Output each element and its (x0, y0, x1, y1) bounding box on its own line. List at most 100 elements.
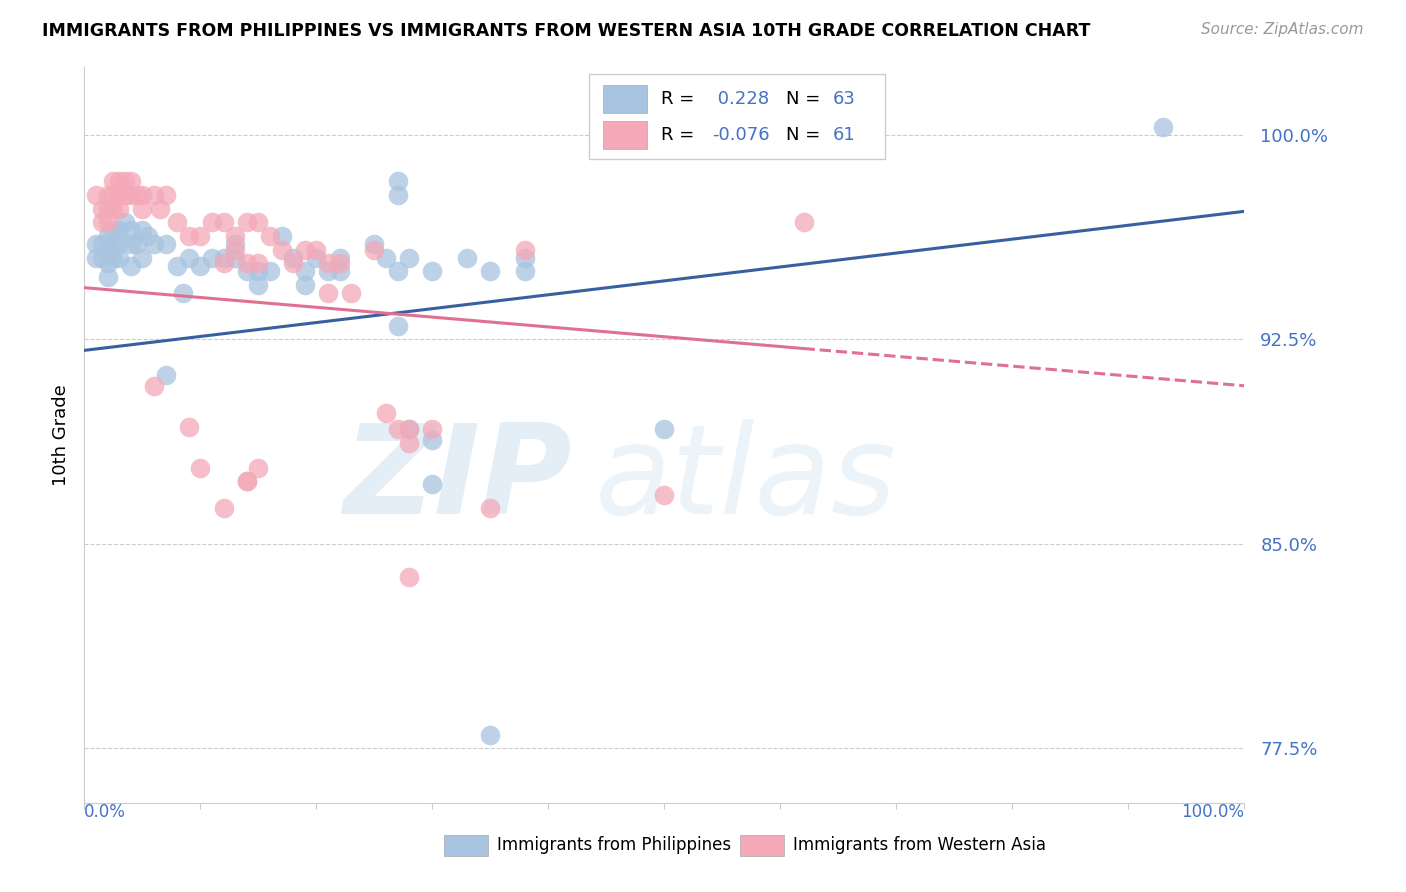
Point (212, 501, 235, 516)
Point (108, 174, 131, 188)
Point (120, 237, 142, 252)
Point (259, 264, 281, 278)
Text: -0.076: -0.076 (711, 126, 769, 144)
Point (120, 188, 142, 202)
Point (177, 419, 200, 434)
Text: atlas: atlas (595, 418, 897, 540)
Point (329, 256, 352, 270)
Point (131, 223, 153, 237)
Point (166, 215, 188, 229)
Text: 0.0%: 0.0% (84, 803, 127, 821)
Point (149, 202, 172, 216)
Point (1152, 120, 1174, 134)
Point (652, 488, 676, 502)
Point (96, 202, 118, 216)
Text: N =: N = (786, 126, 827, 144)
Point (398, 569, 420, 583)
Point (422, 476, 444, 491)
Point (270, 228, 292, 243)
Point (363, 243, 385, 257)
Point (479, 264, 502, 278)
Point (281, 256, 305, 270)
Point (224, 243, 246, 257)
Point (96, 256, 118, 270)
Point (188, 228, 212, 243)
Point (236, 264, 259, 278)
Point (316, 256, 339, 270)
Point (103, 174, 125, 188)
Point (212, 215, 235, 229)
Point (90, 202, 112, 216)
Point (90, 251, 112, 265)
Text: 63: 63 (832, 90, 855, 108)
Point (387, 188, 409, 202)
Point (108, 251, 131, 265)
Point (375, 406, 398, 420)
Point (340, 286, 363, 301)
Point (188, 460, 212, 475)
Point (398, 436, 420, 450)
Point (131, 188, 153, 202)
Point (125, 237, 148, 252)
Point (305, 251, 328, 265)
Point (224, 237, 246, 252)
Point (84, 237, 107, 252)
Point (131, 251, 153, 265)
Point (316, 286, 339, 301)
Point (103, 251, 125, 265)
Point (120, 259, 142, 273)
Point (84, 251, 107, 265)
Point (236, 474, 259, 488)
Point (305, 243, 328, 257)
Bar (740, 835, 783, 855)
Point (316, 264, 339, 278)
Point (114, 215, 136, 229)
Point (329, 264, 352, 278)
Text: R =: R = (661, 90, 700, 108)
Point (120, 174, 142, 188)
Point (387, 422, 409, 436)
Text: Immigrants from Western Asia: Immigrants from Western Asia (793, 837, 1046, 855)
Point (422, 422, 444, 436)
Point (90, 237, 112, 252)
Point (329, 251, 352, 265)
Text: 61: 61 (832, 126, 855, 144)
Y-axis label: 10th Grade: 10th Grade (52, 384, 70, 486)
Text: N =: N = (786, 90, 827, 108)
Point (247, 277, 270, 292)
Point (387, 174, 409, 188)
Text: 100.0%: 100.0% (1181, 803, 1244, 821)
Point (294, 277, 316, 292)
Point (247, 460, 270, 475)
Point (188, 259, 212, 273)
Point (166, 259, 188, 273)
Point (294, 243, 316, 257)
Point (387, 318, 409, 333)
Point (155, 237, 177, 252)
Point (131, 202, 153, 216)
Point (108, 223, 131, 237)
Point (84, 188, 107, 202)
Point (108, 237, 131, 252)
Text: ZIP: ZIP (343, 418, 571, 540)
Point (96, 269, 118, 284)
Point (143, 188, 166, 202)
Point (398, 422, 420, 436)
Point (96, 243, 118, 257)
Point (224, 228, 246, 243)
Point (224, 251, 246, 265)
FancyBboxPatch shape (603, 86, 647, 113)
Point (96, 188, 118, 202)
Point (479, 501, 502, 516)
Text: Immigrants from Philippines: Immigrants from Philippines (498, 837, 731, 855)
Point (201, 251, 224, 265)
Point (143, 237, 166, 252)
Point (108, 202, 131, 216)
Point (247, 215, 270, 229)
Point (108, 188, 131, 202)
Point (172, 286, 194, 301)
Point (247, 256, 270, 270)
Point (422, 264, 444, 278)
Point (103, 188, 125, 202)
Point (155, 188, 177, 202)
